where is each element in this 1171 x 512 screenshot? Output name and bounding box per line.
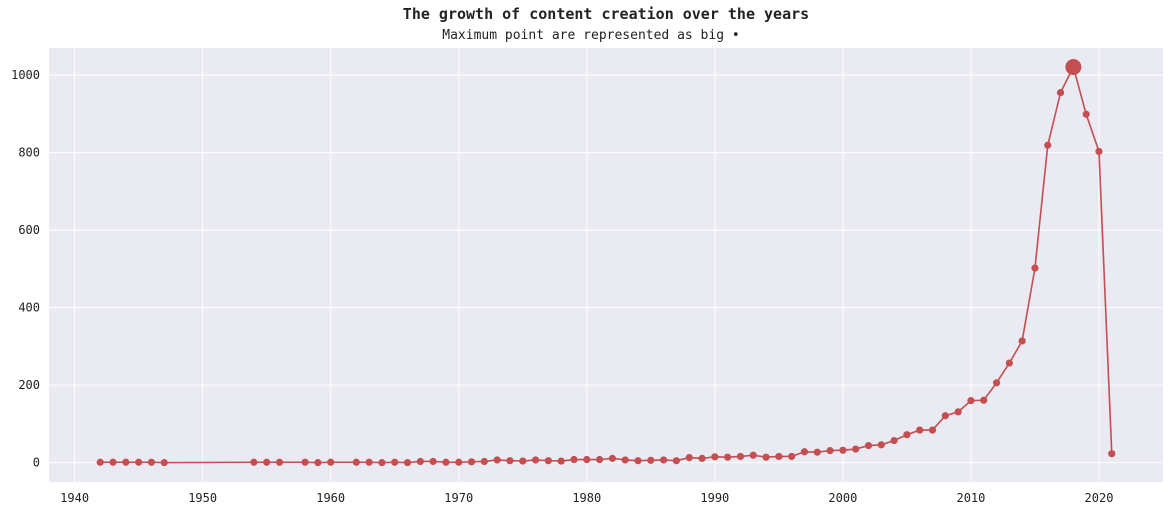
- data-point: [429, 457, 437, 466]
- data-point: [736, 452, 745, 461]
- data-point: [1018, 337, 1026, 345]
- data-point: [762, 453, 770, 461]
- data-point: [301, 458, 309, 466]
- data-point: [493, 456, 501, 464]
- data-point: [135, 458, 143, 466]
- data-point: [544, 457, 552, 465]
- data-point: [826, 447, 834, 455]
- y-tick-label: 0: [33, 456, 40, 470]
- data-point: [890, 436, 898, 445]
- data-point: [109, 458, 117, 466]
- x-tick-label: 2000: [828, 491, 857, 505]
- data-point: [647, 456, 655, 464]
- data-point: [250, 458, 258, 466]
- y-tick-label: 1000: [11, 68, 40, 82]
- chart-title: The growth of content creation over the …: [402, 5, 810, 23]
- data-point: [711, 453, 719, 461]
- data-point: [928, 426, 937, 434]
- data-point: [275, 458, 284, 466]
- data-point: [608, 454, 617, 462]
- data-point: [557, 457, 565, 465]
- data-point: [570, 455, 578, 464]
- data-point: [403, 459, 412, 467]
- data-point: [980, 396, 988, 404]
- data-point: [877, 441, 885, 449]
- data-point: [391, 458, 399, 466]
- x-tick-label: 1940: [60, 491, 89, 505]
- data-point: [327, 458, 335, 466]
- x-axis: 1940 1950 1960 1970 1980 1990 2000 2010 2020: [60, 491, 1113, 505]
- data-point: [1082, 110, 1090, 118]
- data-point: [813, 448, 821, 456]
- data-point: [775, 452, 783, 461]
- data-point: [263, 458, 271, 466]
- data-point: [378, 459, 386, 467]
- data-point: [122, 458, 130, 466]
- data-point: [314, 459, 322, 467]
- data-point: [352, 458, 360, 466]
- series: [96, 58, 1116, 467]
- data-point: [467, 458, 476, 466]
- data-point: [839, 446, 847, 454]
- x-tick-label: 2010: [956, 491, 985, 505]
- data-point: [864, 441, 873, 450]
- chart-subtitle: Maximum point are represented as big •: [442, 28, 740, 43]
- data-point: [672, 457, 681, 465]
- x-tick-label: 1950: [188, 491, 217, 505]
- data-point: [583, 455, 591, 464]
- data-point: [903, 431, 911, 439]
- data-point: [660, 456, 668, 464]
- x-tick-label: 1980: [572, 491, 601, 505]
- y-tick-label: 400: [18, 301, 40, 315]
- data-point: [416, 457, 424, 466]
- data-point: [506, 457, 514, 465]
- data-point: [96, 458, 104, 466]
- data-point: [531, 456, 540, 464]
- data-point: [788, 452, 796, 461]
- data-point: [1056, 88, 1065, 97]
- data-point: [1005, 359, 1013, 367]
- data-point: [685, 453, 693, 462]
- data-point: [634, 457, 642, 465]
- data-point: [916, 426, 924, 434]
- plot-area: [49, 48, 1163, 482]
- y-tick-label: 800: [18, 146, 40, 160]
- data-point: [749, 451, 757, 459]
- data-point: [800, 448, 809, 456]
- x-tick-label: 1990: [700, 491, 729, 505]
- data-point: [954, 408, 962, 416]
- y-tick-label: 200: [18, 378, 40, 392]
- data-point: [698, 454, 706, 462]
- x-tick-label: 2020: [1085, 491, 1114, 505]
- data-point: [992, 379, 1001, 387]
- data-point: [365, 458, 373, 466]
- x-tick-label: 1970: [444, 491, 473, 505]
- data-point: [1108, 450, 1116, 458]
- data-point: [160, 459, 168, 467]
- data-point: [621, 456, 629, 464]
- data-point: [442, 458, 450, 466]
- data-point: [1044, 141, 1052, 149]
- data-point: [1095, 147, 1103, 156]
- data-point: [595, 455, 604, 464]
- data-point: [147, 458, 156, 466]
- y-axis: 0 200 400 600 800 1000: [11, 68, 40, 470]
- data-point: [519, 457, 527, 465]
- max-point-marker: [1065, 58, 1082, 75]
- data-point: [941, 412, 949, 420]
- data-point: [724, 453, 732, 461]
- data-point: [967, 397, 975, 405]
- data-point: [1031, 264, 1039, 272]
- x-tick-label: 1960: [316, 491, 345, 505]
- data-point: [455, 458, 463, 466]
- data-point: [852, 445, 860, 453]
- data-point: [480, 457, 488, 466]
- y-tick-label: 600: [18, 223, 40, 237]
